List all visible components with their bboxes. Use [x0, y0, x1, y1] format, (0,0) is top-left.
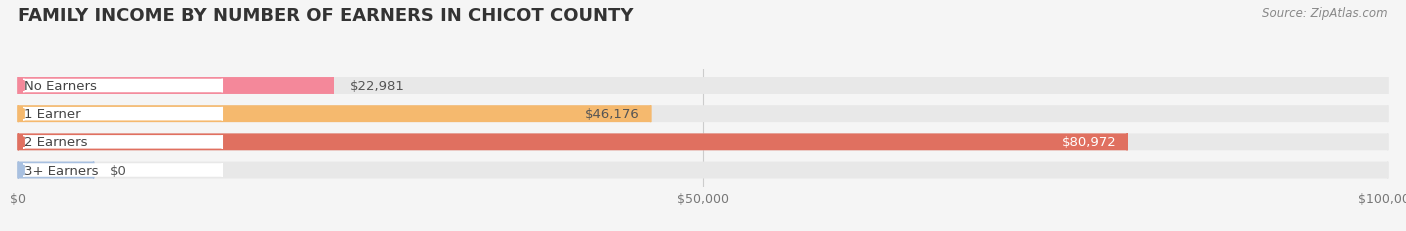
- FancyBboxPatch shape: [18, 162, 94, 179]
- FancyBboxPatch shape: [18, 78, 1388, 94]
- FancyBboxPatch shape: [18, 134, 1128, 151]
- FancyBboxPatch shape: [24, 164, 222, 177]
- Text: $0: $0: [110, 164, 127, 177]
- Text: 2 Earners: 2 Earners: [24, 136, 87, 149]
- FancyBboxPatch shape: [18, 106, 651, 123]
- Text: No Earners: No Earners: [24, 80, 97, 93]
- Text: 1 Earner: 1 Earner: [24, 108, 80, 121]
- Text: $80,972: $80,972: [1062, 136, 1116, 149]
- FancyBboxPatch shape: [18, 162, 1388, 179]
- FancyBboxPatch shape: [24, 136, 222, 149]
- Text: Source: ZipAtlas.com: Source: ZipAtlas.com: [1263, 7, 1388, 20]
- FancyBboxPatch shape: [24, 79, 222, 93]
- Text: FAMILY INCOME BY NUMBER OF EARNERS IN CHICOT COUNTY: FAMILY INCOME BY NUMBER OF EARNERS IN CH…: [18, 7, 634, 25]
- Text: 3+ Earners: 3+ Earners: [24, 164, 98, 177]
- Text: $46,176: $46,176: [585, 108, 640, 121]
- Text: $22,981: $22,981: [350, 80, 405, 93]
- FancyBboxPatch shape: [18, 78, 333, 94]
- FancyBboxPatch shape: [24, 107, 222, 121]
- FancyBboxPatch shape: [18, 134, 1388, 151]
- FancyBboxPatch shape: [18, 106, 1388, 123]
